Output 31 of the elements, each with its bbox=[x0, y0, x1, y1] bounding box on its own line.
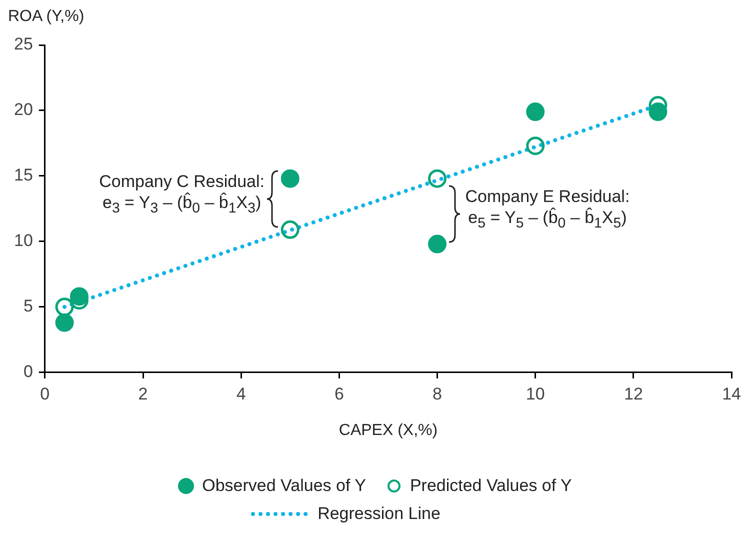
x-tick-label: 14 bbox=[722, 384, 742, 404]
x-tick-label: 2 bbox=[138, 384, 148, 404]
x-axis-title: CAPEX (X,%) bbox=[338, 422, 438, 439]
x-tick-label: 12 bbox=[624, 384, 643, 404]
text: e$_{5}$ = Y$_{5}$ – (b̂$_{0}$ – b̂$_{1}$X$_{5}$) bbox=[468, 208, 627, 231]
point bbox=[55, 298, 74, 316]
point bbox=[55, 313, 74, 332]
x-tick-label: 6 bbox=[334, 384, 344, 404]
point bbox=[526, 136, 545, 156]
x-tick-label: 4 bbox=[236, 384, 246, 404]
annotation: Company E Residual: bbox=[465, 186, 630, 207]
point bbox=[280, 169, 300, 188]
point bbox=[526, 102, 545, 122]
x-tick-label: 0 bbox=[40, 384, 50, 404]
point bbox=[428, 169, 447, 188]
point bbox=[428, 234, 447, 254]
y-tick-label: 20 bbox=[14, 100, 33, 120]
y-tick-label: 25 bbox=[14, 34, 33, 54]
x-tick-label: 8 bbox=[432, 384, 442, 404]
legend-label: Regression Line bbox=[318, 504, 440, 524]
point bbox=[280, 220, 300, 239]
y-tick-label: 0 bbox=[23, 362, 33, 382]
legend-label: Predicted Values of Y bbox=[410, 476, 572, 496]
x-tick-label: 10 bbox=[526, 384, 545, 404]
legend-label: Observed Values of Y bbox=[202, 476, 366, 496]
y-axis-title: ROA (Y,%) bbox=[8, 8, 84, 26]
annotation: Company C Residual: bbox=[99, 170, 264, 192]
text: e$_{3}$ = Y$_{3}$ – (b̂$_{0}$ – b̂$_{1}$X$_{3}$) bbox=[102, 192, 262, 216]
y-tick-label: 10 bbox=[14, 231, 33, 250]
y-tick-label: 15 bbox=[14, 166, 33, 185]
y-tick-label: 5 bbox=[23, 296, 33, 316]
